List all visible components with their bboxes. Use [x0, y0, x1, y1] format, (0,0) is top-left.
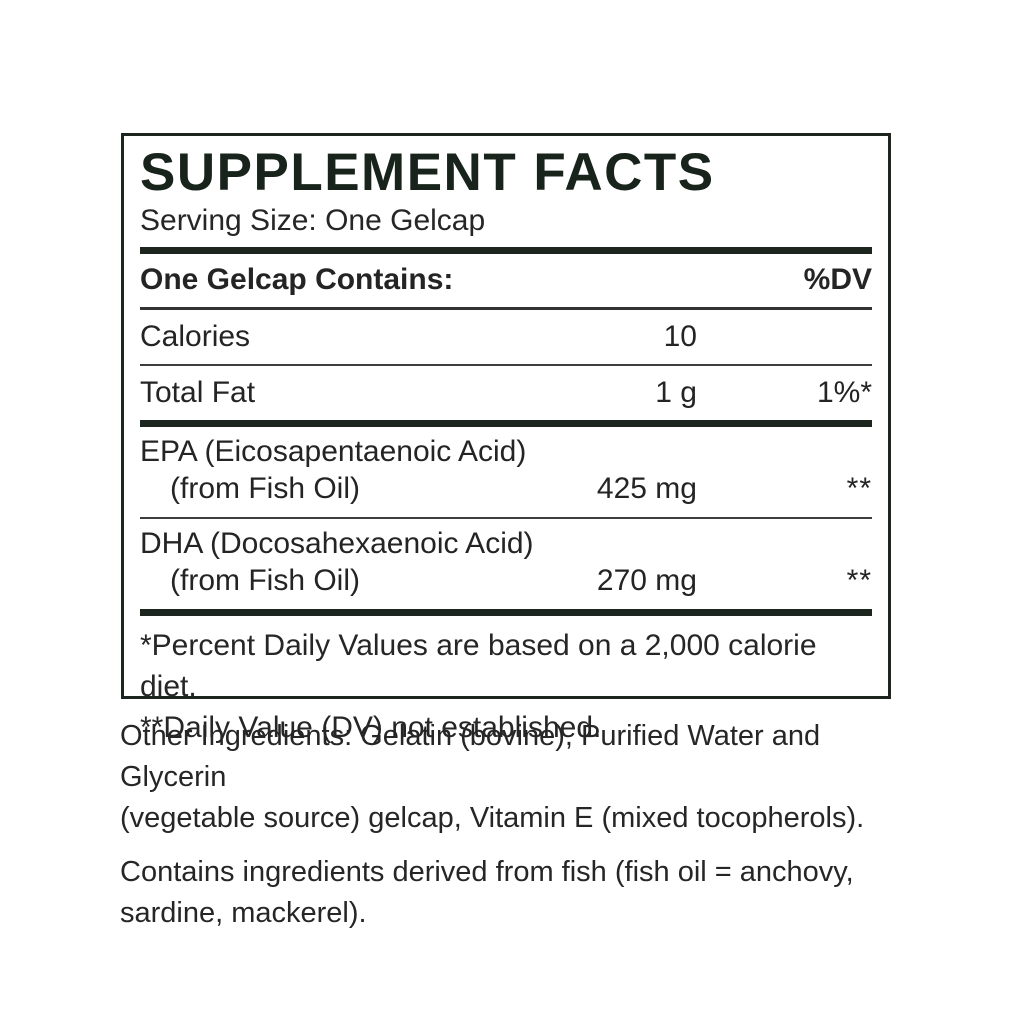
divider-thin [140, 307, 872, 310]
footnotes: *Percent Daily Values are based on a 2,0… [140, 616, 872, 748]
nutrient-source: (from Fish Oil) [170, 564, 360, 597]
table-row-dha: DHA (Docosahexaenoic Acid) (from Fish Oi… [140, 519, 872, 609]
table-row-calories: Calories 10 [140, 310, 872, 364]
nutrient-name: DHA (Docosahexaenoic Acid) [140, 527, 534, 560]
panel-title: SUPPLEMENT FACTS [140, 143, 715, 202]
label-body-text: Other Ingredients: Gelatin (bovine), Pur… [120, 716, 920, 934]
supplement-facts-panel: SUPPLEMENT FACTS Serving Size: One Gelca… [121, 133, 891, 744]
divider-thin [140, 517, 872, 519]
table-row-epa: EPA (Eicosapentaenoic Acid) (from Fish O… [140, 427, 872, 517]
contains-header-label: One Gelcap Contains: [140, 263, 454, 296]
nutrient-dv: ** [846, 564, 872, 597]
nutrient-source: (from Fish Oil) [170, 472, 360, 505]
footnote-dv-not-established: **Daily Value (DV) not established. [140, 711, 602, 744]
other-ingredients-line: (vegetable source) gelcap, Vitamin E (mi… [120, 802, 865, 834]
nutrient-amount: 270 mg [596, 564, 697, 597]
divider-thick [140, 420, 872, 427]
divider-thick [140, 247, 872, 254]
contains-statement-line: sardine, mackerel). [120, 897, 367, 929]
contains-statement-paragraph: Contains ingredients derived from fish (… [120, 852, 920, 934]
other-ingredients-line: Other Ingredients: Gelatin (bovine), Pur… [120, 720, 821, 793]
nutrient-subrow: (from Fish Oil) 425 mg ** [140, 470, 872, 508]
divider-thin [140, 364, 872, 366]
divider-thick [140, 609, 872, 616]
dv-header-label: %DV [803, 263, 872, 296]
nutrient-dv: 1%* [816, 376, 872, 409]
contains-statement-line: Contains ingredients derived from fish (… [120, 856, 854, 888]
nutrient-subrow: (from Fish Oil) 270 mg ** [140, 562, 872, 600]
nutrient-amount: 10 [663, 320, 697, 353]
serving-size-text: Serving Size: One Gelcap [140, 204, 486, 237]
nutrient-amount: 425 mg [596, 472, 697, 505]
nutrient-name: Calories [140, 320, 251, 353]
nutrient-amount: 1 g [655, 376, 697, 409]
nutrient-name: EPA (Eicosapentaenoic Acid) [140, 435, 527, 468]
table-row-total-fat: Total Fat 1 g 1%* [140, 366, 872, 420]
nutrient-name: Total Fat [140, 376, 256, 409]
other-ingredients-paragraph: Other Ingredients: Gelatin (bovine), Pur… [120, 716, 920, 839]
nutrient-dv: ** [846, 472, 872, 505]
footnote-daily-values: *Percent Daily Values are based on a 2,0… [140, 629, 817, 703]
table-header-row: One Gelcap Contains: %DV [140, 254, 872, 307]
